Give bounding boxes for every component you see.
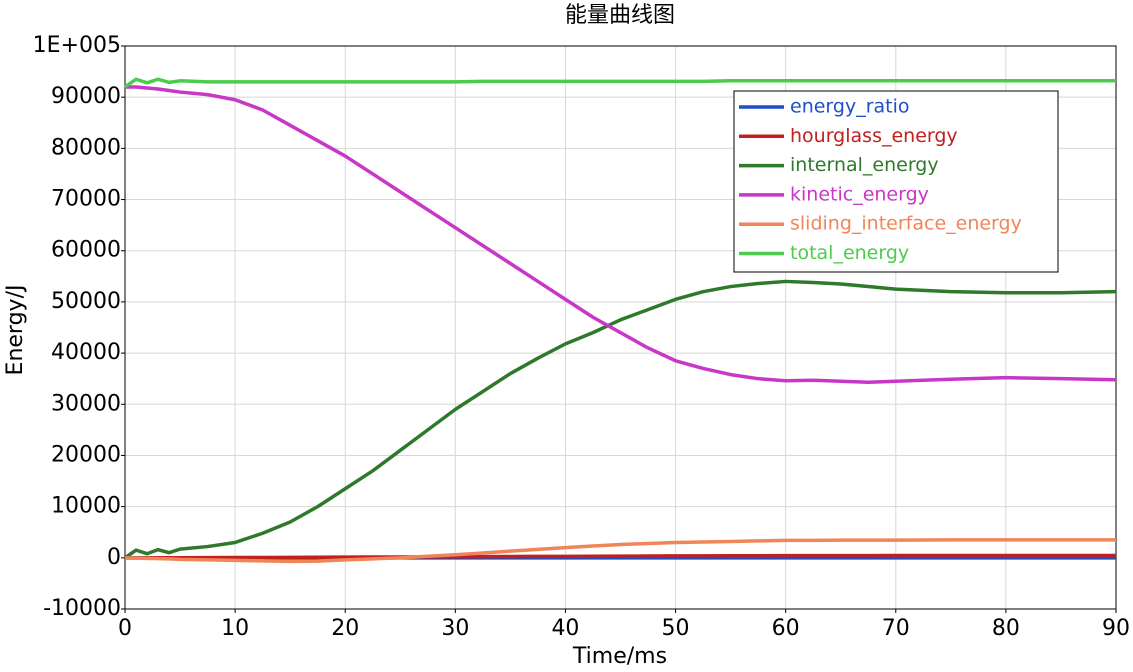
y-tick-label: 20000 bbox=[51, 442, 121, 467]
chart-title: 能量曲线图 bbox=[565, 3, 675, 28]
x-tick-label: 20 bbox=[331, 616, 359, 641]
x-tick-label: 0 bbox=[118, 616, 132, 641]
y-tick-label: 0 bbox=[107, 545, 121, 570]
x-tick-label: 50 bbox=[662, 616, 690, 641]
x-tick-label: 70 bbox=[882, 616, 910, 641]
legend-label: energy_ratio bbox=[790, 96, 910, 118]
series-line bbox=[124, 538, 1116, 564]
y-tick-label: 90000 bbox=[51, 84, 121, 109]
y-tick-label: 1E+005 bbox=[33, 33, 121, 58]
y-tick-label: 60000 bbox=[51, 238, 121, 263]
y-tick-label: 80000 bbox=[51, 135, 121, 160]
y-tick-label: 30000 bbox=[51, 391, 121, 416]
x-tick-label: 30 bbox=[441, 616, 469, 641]
legend-label: kinetic_energy bbox=[790, 183, 929, 205]
series-line bbox=[125, 85, 1117, 385]
y-tick-label: 40000 bbox=[51, 340, 121, 365]
series-line bbox=[123, 77, 1116, 89]
y-tick-label: 10000 bbox=[51, 494, 121, 519]
legend-label: hourglass_energy bbox=[790, 125, 958, 147]
x-tick-label: 80 bbox=[992, 616, 1020, 641]
x-tick-label: 90 bbox=[1102, 616, 1130, 641]
x-axis-label: Time/ms bbox=[572, 644, 667, 669]
y-tick-label: 70000 bbox=[51, 187, 121, 212]
legend-label: total_energy bbox=[790, 242, 909, 264]
x-tick-label: 60 bbox=[772, 616, 800, 641]
series-line bbox=[125, 553, 1116, 560]
y-axis-label: Energy/J bbox=[3, 285, 28, 376]
legend-label: internal_energy bbox=[790, 154, 939, 176]
series-line bbox=[123, 279, 1117, 560]
legend-label: sliding_interface_energy bbox=[790, 213, 1022, 235]
plot-frame bbox=[124, 45, 1117, 610]
x-tick-label: 10 bbox=[221, 616, 249, 641]
x-tick-label: 40 bbox=[551, 616, 579, 641]
y-tick-label: -10000 bbox=[43, 596, 121, 621]
y-tick-label: 50000 bbox=[51, 289, 121, 314]
legend-box bbox=[733, 90, 1059, 273]
